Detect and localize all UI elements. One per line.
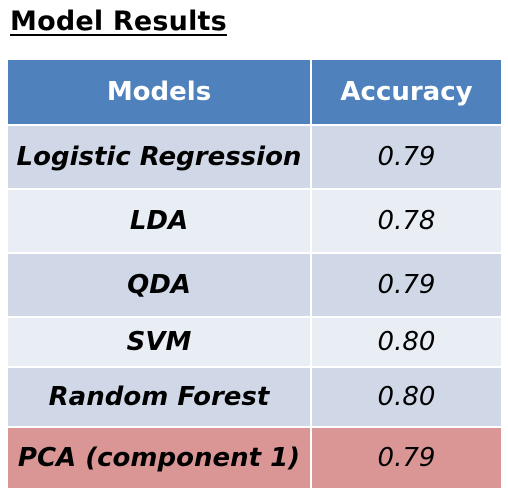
results-table: Models Accuracy Logistic Regression 0.79… [6, 58, 503, 490]
model-cell: PCA (component 1) [6, 426, 312, 490]
column-header-models: Models [6, 58, 312, 126]
accuracy-cell: 0.79 [310, 252, 503, 318]
accuracy-cell: 0.79 [310, 426, 503, 490]
model-cell: Logistic Regression [6, 124, 312, 190]
table-row: SVM 0.80 [6, 316, 503, 368]
table-row: QDA 0.79 [6, 252, 503, 318]
accuracy-cell: 0.80 [310, 316, 503, 368]
model-cell: Random Forest [6, 366, 312, 428]
accuracy-cell: 0.80 [310, 366, 503, 428]
table-row: Random Forest 0.80 [6, 366, 503, 428]
page-title: Model Results [10, 6, 227, 37]
table-header-row: Models Accuracy [6, 58, 503, 126]
model-cell: LDA [6, 188, 312, 254]
table-row: Logistic Regression 0.79 [6, 124, 503, 190]
table-row-highlighted: PCA (component 1) 0.79 [6, 426, 503, 490]
table-row: LDA 0.78 [6, 188, 503, 254]
accuracy-cell: 0.78 [310, 188, 503, 254]
column-header-accuracy: Accuracy [310, 58, 503, 126]
model-cell: SVM [6, 316, 312, 368]
accuracy-cell: 0.79 [310, 124, 503, 190]
model-cell: QDA [6, 252, 312, 318]
